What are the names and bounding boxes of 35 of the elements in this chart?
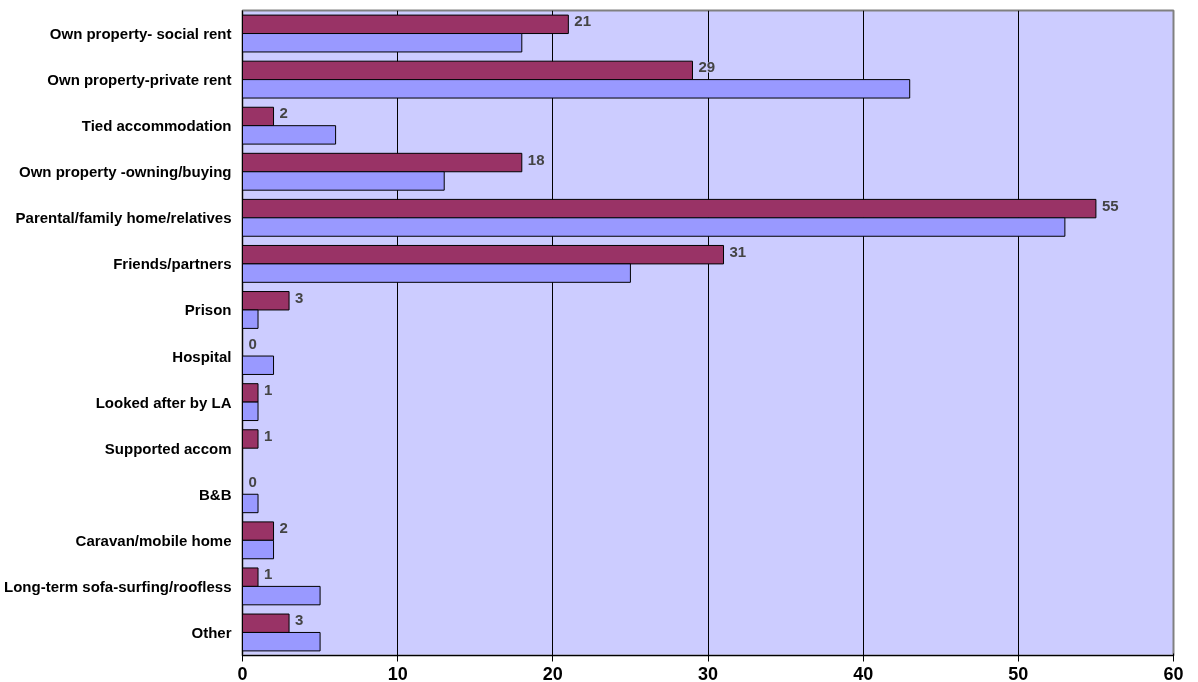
x-tick-label: 0: [237, 663, 248, 682]
data-label: 2: [279, 104, 288, 122]
data-label: 3: [295, 611, 304, 629]
x-tick-label: 20: [542, 663, 563, 682]
y-tick-label: Own property- social rent: [49, 25, 232, 43]
x-tick-label: 30: [697, 663, 719, 682]
data-label: 1: [264, 426, 273, 444]
data-label: 3: [295, 288, 304, 306]
y-tick-label: Own property-private rent: [47, 71, 232, 89]
y-tick-label: Caravan/mobile home: [75, 531, 232, 549]
data-label: 0: [248, 334, 257, 352]
y-tick-label: Looked after by LA: [95, 393, 232, 411]
y-tick-label: Tied accommodation: [81, 117, 232, 135]
y-tick-label: B&B: [199, 485, 232, 503]
y-tick-label: Supported accom: [104, 439, 232, 457]
y-tick-label: Hospital: [172, 347, 232, 365]
y-tick-label: Long-term sofa-surfing/roofless: [3, 577, 232, 595]
data-label: 21: [574, 12, 592, 30]
data-label: 29: [698, 58, 716, 76]
data-label: 0: [248, 473, 257, 491]
y-tick-label: Friends/partners: [113, 255, 232, 273]
data-label: 55: [1101, 196, 1119, 214]
data-label: 31: [729, 242, 747, 260]
x-tick-label: 60: [1163, 663, 1184, 682]
x-tick-label: 40: [853, 663, 874, 682]
y-tick-label: Prison: [184, 301, 232, 319]
data-label: 2: [279, 519, 288, 537]
y-tick-label: Other: [191, 623, 232, 641]
data-label: 1: [264, 380, 273, 398]
x-tick-label: 50: [1008, 663, 1029, 682]
data-label: 18: [527, 150, 545, 168]
x-tick-label: 10: [387, 663, 408, 682]
data-label: 1: [264, 565, 273, 583]
y-tick-label: Own property -owning/buying: [19, 163, 232, 181]
y-tick-label: Parental/family home/relatives: [15, 209, 232, 227]
